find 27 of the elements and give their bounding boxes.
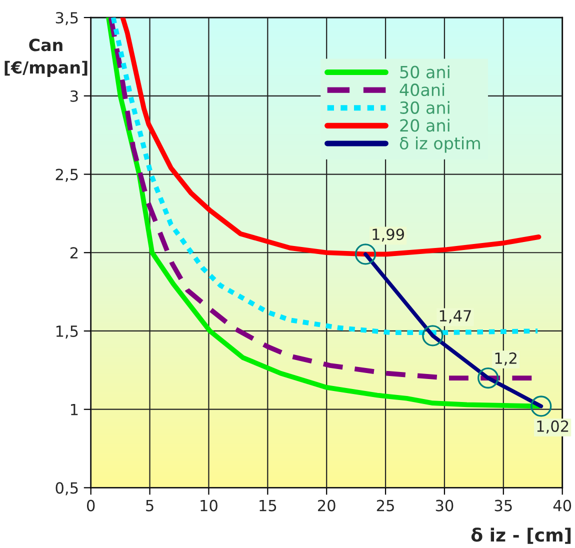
x-tick-label: 40 [553,500,572,512]
x-tick-label: 10 [200,500,218,512]
y-tick-label: 3 [70,90,78,102]
legend-label: 30 ani [400,101,450,114]
x-tick-label: 35 [494,500,512,512]
y-tick-label: 0,5 [56,482,78,496]
x-tick-label: 30 [436,500,454,512]
x-tick-label: 20 [318,500,336,512]
legend-label: δ iz optim [400,136,480,153]
y-tick-label: 1,5 [56,326,78,339]
y-tick-label: 3,5 [56,12,78,26]
x-tick-label: 0 [86,500,95,512]
x-axis-title: δ iz - [cm] [471,528,571,544]
y-tick-label: 2,5 [56,168,78,182]
legend-label: 20 ani [400,118,450,132]
y-axis-title: Can [€/mpan] [4,38,88,77]
data-label: 1,2 [495,352,516,366]
data-label: 1,47 [440,310,471,324]
x-tick-label: 25 [376,500,394,512]
data-label: 1,99 [372,228,404,242]
x-tick-label: 15 [260,500,276,512]
data-label: 1,02 [537,420,568,434]
legend-label: 40ani [400,83,444,96]
legend-label: 50 ani [400,65,450,78]
y-tick-label: 2 [70,247,78,258]
x-tick-label: 5 [146,500,154,512]
y-tick-label: 1 [71,404,78,416]
